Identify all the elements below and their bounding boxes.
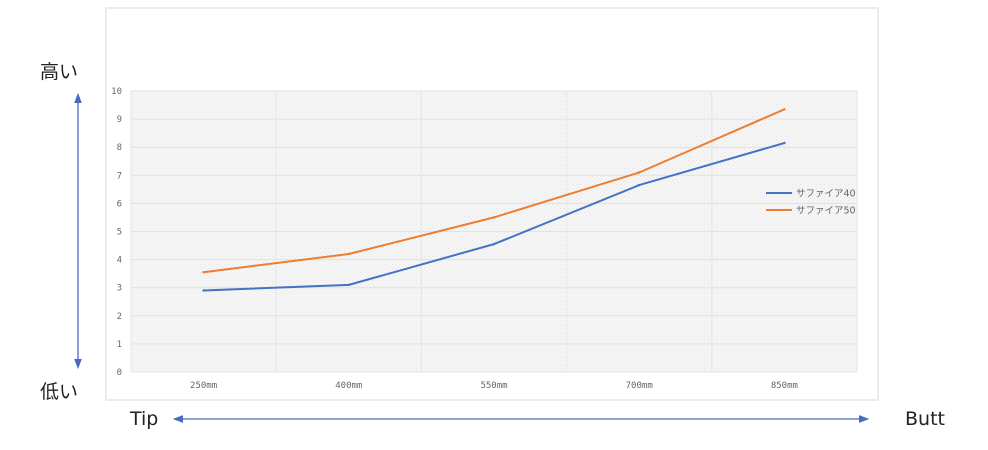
series-lines [202, 108, 786, 292]
x-tick-label: 400mm [335, 381, 362, 391]
legend-label: サファイア50 [796, 206, 856, 217]
y-axis-ticks: 0 1 2 3 4 5 6 7 8 9 10 [111, 87, 122, 378]
y-tick-label: 0 [117, 368, 122, 378]
y-tick-label: 5 [117, 228, 122, 238]
data-point [638, 171, 641, 174]
data-point [638, 183, 641, 187]
y-tick-label: 7 [117, 171, 122, 181]
label-butt: Butt [905, 408, 945, 430]
y-tick-label: 10 [111, 87, 122, 97]
y-tick-label: 4 [117, 256, 122, 266]
y-tick-label: 1 [117, 340, 122, 350]
label-high: 高い [40, 61, 78, 83]
x-tick-label: 250mm [190, 381, 217, 391]
y-tick-label: 6 [117, 199, 122, 209]
data-point [492, 242, 496, 246]
label-tip: Tip [129, 408, 158, 430]
data-point [202, 289, 205, 292]
data-point [202, 271, 205, 274]
data-point [347, 252, 350, 256]
legend: サファイア40 サファイア50 [766, 189, 856, 217]
y-tick-label: 8 [117, 143, 122, 153]
x-tick-label: 550mm [480, 381, 507, 391]
data-point [783, 141, 786, 145]
y-tick-label: 3 [117, 284, 122, 294]
data-point [492, 216, 496, 219]
y-tick-label: 9 [117, 115, 122, 125]
x-tick-label: 700mm [626, 381, 653, 391]
gridlines [130, 90, 858, 373]
x-tick-label: 850mm [771, 381, 798, 391]
legend-label: サファイア40 [796, 189, 856, 200]
x-axis-ticks: 250mm 400mm 550mm 700mm 850mm [190, 381, 798, 391]
data-point [347, 283, 350, 287]
y-tick-label: 2 [117, 312, 122, 322]
label-low: 低い [40, 381, 78, 403]
data-point [783, 108, 786, 111]
